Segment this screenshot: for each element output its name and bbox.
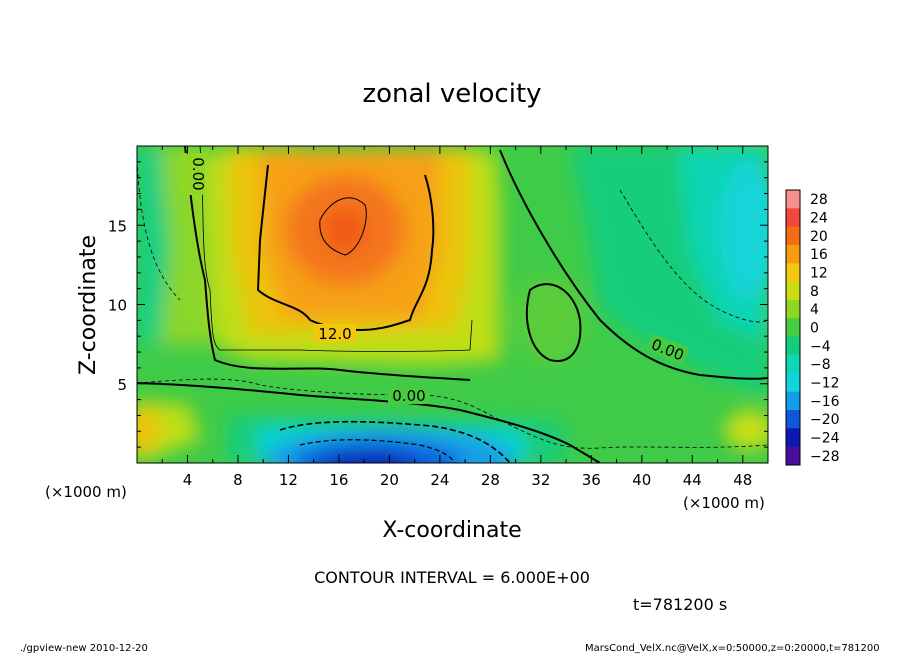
contour-zero-west: [184, 146, 471, 381]
colorbar-swatch: [786, 226, 800, 246]
contour-lines: [137, 146, 768, 463]
colorbar-swatch: [786, 336, 800, 356]
contour-label-12: 12.0: [318, 325, 351, 343]
heatmap-field: 0.00 12.0 0.00 0.00: [137, 146, 768, 463]
contour-neg6-east: [619, 189, 768, 323]
x-tick-label: 20: [380, 471, 399, 489]
contour-neg18: [299, 439, 456, 463]
colorbar-label: −28: [810, 449, 840, 465]
blob-lowerright: [725, 410, 768, 450]
contour-neg6-west: [137, 159, 181, 301]
contour-label-zero-west: 0.00: [189, 157, 207, 190]
x-axis: 4 8 12 16 20 24 28 32 36 40 44 48: [136, 146, 769, 489]
colorbar-label: −4: [810, 339, 831, 355]
y-tick-label: 10: [108, 297, 127, 315]
x-tick-label: 16: [329, 471, 348, 489]
colorbar-swatch: [786, 410, 800, 429]
colorbar-label: 8: [810, 284, 819, 300]
field-blobs: [137, 146, 768, 463]
colorbar-swatch: [786, 391, 800, 411]
colorbar-swatch: [786, 263, 800, 283]
colorbar-label: 24: [810, 211, 828, 227]
colorbar-label: −8: [810, 357, 831, 373]
contour-label-bg: [388, 386, 430, 404]
contour-6: [199, 146, 473, 352]
contour-zero-south: [137, 382, 601, 463]
contour-neg6: [137, 378, 768, 449]
x-tick-label: 4: [183, 471, 193, 489]
time-label: t=781200 s: [633, 595, 727, 614]
x-tick-label: 48: [733, 471, 752, 489]
footer-left: ./gpview-new 2010-12-20: [20, 643, 148, 654]
colorbar-swatch: [786, 190, 800, 209]
colorbar-label: −16: [810, 394, 840, 410]
contour-zero-bubble: [526, 283, 582, 362]
colorbar-label: 20: [810, 229, 828, 245]
contour-label-zero-south: 0.00: [392, 387, 425, 405]
colorbar-label: −24: [810, 431, 840, 447]
x-tick-label: 24: [430, 471, 449, 489]
contour-18: [319, 197, 367, 256]
colorbar-swatch: [786, 245, 800, 264]
colorbar-swatch: [786, 428, 800, 448]
colorbar-swatch: [786, 446, 800, 466]
colorbar-swatch: [786, 300, 800, 319]
contour-interval-text: CONTOUR INTERVAL = 6.000E+00: [314, 568, 590, 587]
x-right-unit-label: (×1000 m): [683, 494, 765, 512]
y-tick-label: 5: [117, 376, 127, 394]
x-tick-label: 36: [582, 471, 601, 489]
colorbar-swatch: [786, 318, 800, 338]
y-axis: 5 10 15: [108, 145, 768, 464]
colorbar: 28 24 20 16 12 8 4 0 −4 −8 −12 −16 −20 −24 −28: [785, 189, 840, 466]
x-tick-label: 12: [279, 471, 298, 489]
x-tick-label: 40: [632, 471, 651, 489]
y-axis-label: Z-coordinate: [76, 235, 101, 375]
contour-label-bg: [181, 153, 205, 195]
colorbar-swatch: [786, 373, 800, 393]
contour-label-bg: [646, 333, 690, 365]
y-tick-label: 15: [108, 217, 127, 235]
x-axis-label: X-coordinate: [382, 518, 521, 543]
colorbar-label: 0: [810, 321, 819, 337]
colorbar-label: 4: [810, 302, 819, 318]
colorbar-label: 16: [810, 247, 828, 263]
contour-neg12: [279, 420, 511, 463]
colorbar-swatch: [786, 208, 800, 228]
x-tick-label: 28: [481, 471, 500, 489]
x-tick-label: 44: [683, 471, 702, 489]
contour-12: [256, 164, 435, 332]
colorbar-label: 28: [810, 192, 828, 208]
colorbar-label: −12: [810, 376, 840, 392]
x-tick-label: 8: [233, 471, 243, 489]
blob-jet-core: [323, 208, 367, 252]
blob-west-teal: [137, 146, 170, 345]
colorbar-swatch: [786, 355, 800, 374]
blob-east-min: [720, 160, 768, 300]
colorbar-label: −20: [810, 412, 840, 428]
footer-right: MarsCond_VelX.nc@VelX,x=0:50000,z=0:2000…: [585, 643, 880, 654]
x-tick-label: 32: [531, 471, 550, 489]
contour-zero-east: [499, 149, 768, 380]
blob-lowerleft-yellow: [137, 405, 160, 455]
colorbar-swatch: [786, 281, 800, 301]
colorbar-label: 12: [810, 266, 828, 282]
x-left-unit-label: (×1000 m): [45, 483, 127, 501]
colorbar-frame: [785, 189, 801, 466]
chart-title: zonal velocity: [362, 79, 541, 109]
contour-label-bg: [314, 324, 356, 342]
blob-negative-core: [320, 452, 416, 463]
